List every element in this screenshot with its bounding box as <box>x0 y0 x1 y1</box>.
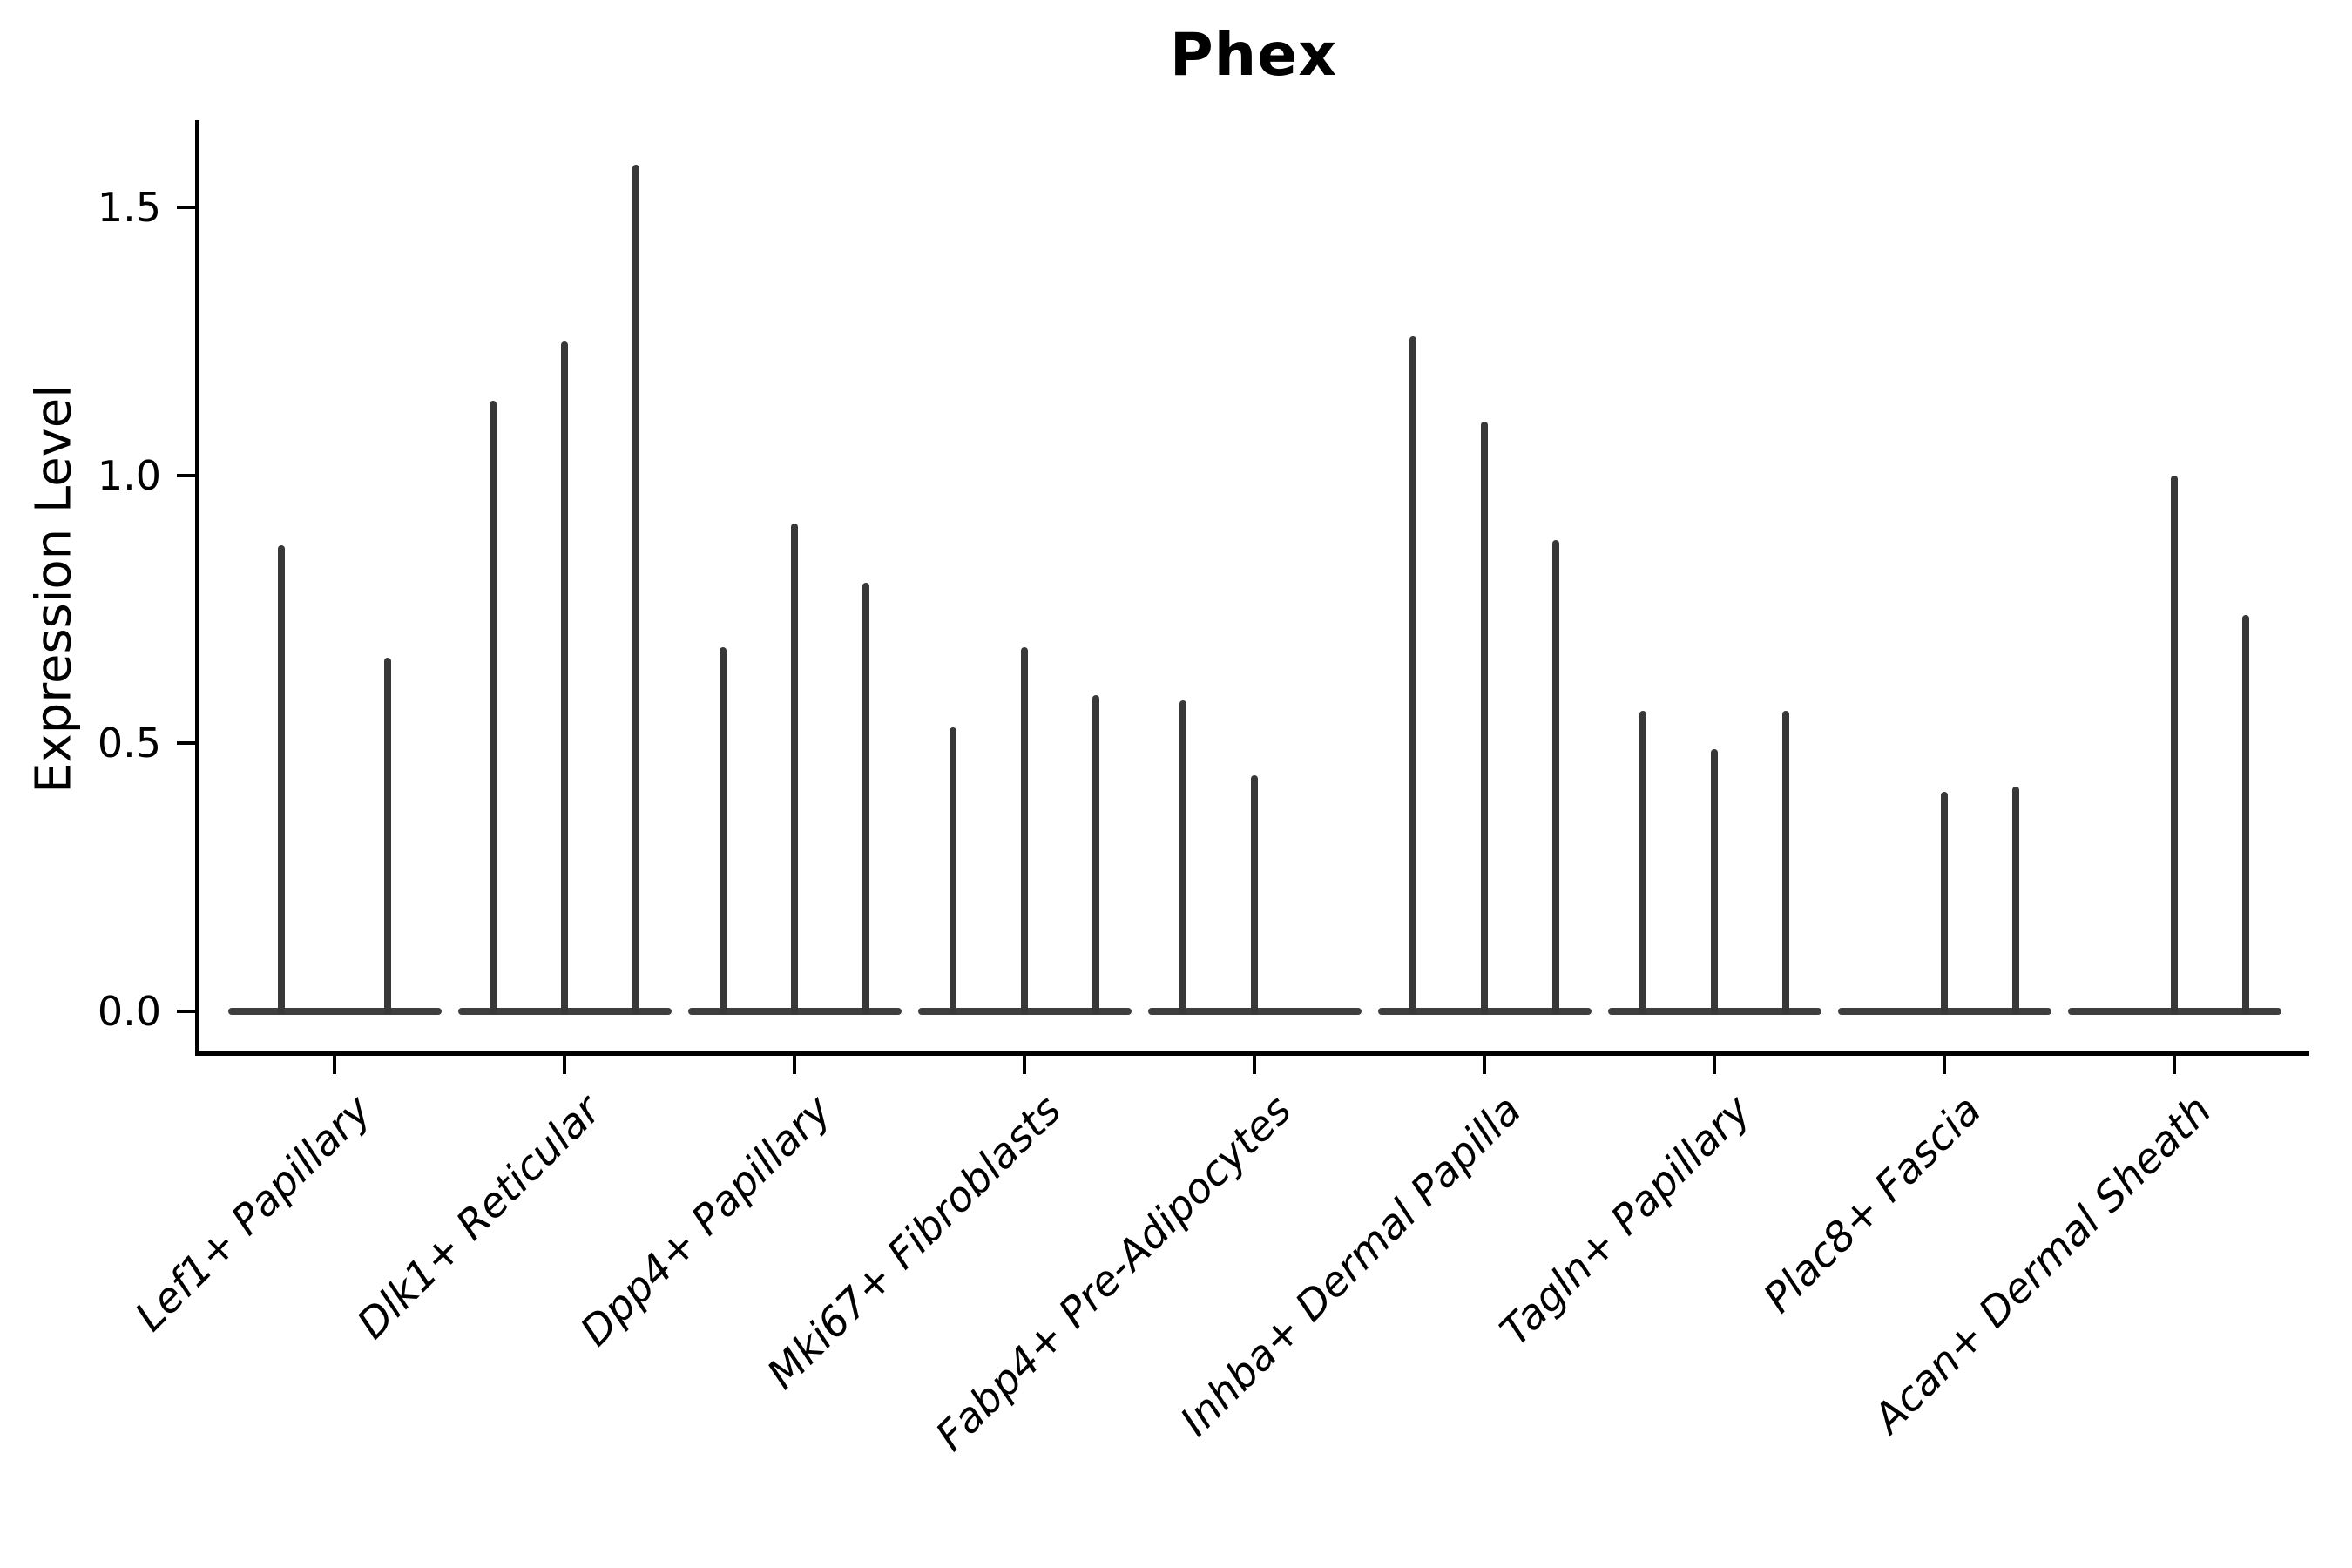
x-axis-spine <box>195 1051 2309 1056</box>
plot-title: Phex <box>1169 21 1338 90</box>
violin-needle <box>720 646 727 1014</box>
x-tick-label: Dlk1+ Reticular <box>348 1086 611 1348</box>
violin-needle <box>561 341 568 1014</box>
violin-needle <box>2241 614 2249 1014</box>
y-tick-label: 1.0 <box>97 451 161 499</box>
violin-needle <box>950 727 957 1014</box>
violin-needle <box>791 524 798 1014</box>
x-tick <box>563 1055 566 1074</box>
x-tick <box>1943 1055 1946 1074</box>
y-tick <box>177 206 196 210</box>
x-tick <box>793 1055 796 1074</box>
x-tick <box>333 1055 336 1074</box>
violin-needle <box>384 657 392 1014</box>
violin-needle <box>1021 646 1028 1014</box>
y-tick-label: 0.0 <box>97 988 161 1035</box>
violin-needle <box>1639 711 1647 1014</box>
violin-needle <box>1409 335 1417 1014</box>
violin-needle <box>632 164 639 1014</box>
y-tick <box>177 1010 196 1013</box>
x-tick <box>2173 1055 2176 1074</box>
y-axis-spine <box>195 120 199 1056</box>
y-tick <box>177 473 196 477</box>
x-tick-label: Lef1+ Papillary <box>125 1086 381 1342</box>
x-tick-label: Plac8+ Fascia <box>1754 1086 1990 1323</box>
x-tick-label: Tagln+ Papillary <box>1491 1086 1761 1355</box>
x-tick <box>1253 1055 1256 1074</box>
x-tick-label: Dpp4+ Papillary <box>571 1086 841 1356</box>
violin-needle <box>1711 748 1718 1014</box>
x-tick <box>1023 1055 1026 1074</box>
violin-needle <box>2171 475 2178 1014</box>
violin-needle <box>862 582 869 1014</box>
violin-needle <box>1481 422 1488 1014</box>
violin-needle <box>1781 711 1789 1014</box>
violin-needle <box>1551 539 1559 1014</box>
x-tick <box>1483 1055 1486 1074</box>
violin-needle <box>2011 786 2019 1014</box>
violin-needle <box>1251 775 1258 1014</box>
violin-needle <box>490 400 497 1014</box>
y-tick-label: 0.5 <box>97 720 161 767</box>
violin-baseline <box>227 1008 442 1015</box>
violin-needle <box>1179 700 1187 1014</box>
violin-needle <box>1941 791 1948 1014</box>
x-tick <box>1713 1055 1716 1074</box>
y-tick <box>177 741 196 746</box>
violin-needle <box>277 544 285 1014</box>
y-tick-label: 1.5 <box>97 184 161 232</box>
violin-needle <box>1092 694 1099 1014</box>
